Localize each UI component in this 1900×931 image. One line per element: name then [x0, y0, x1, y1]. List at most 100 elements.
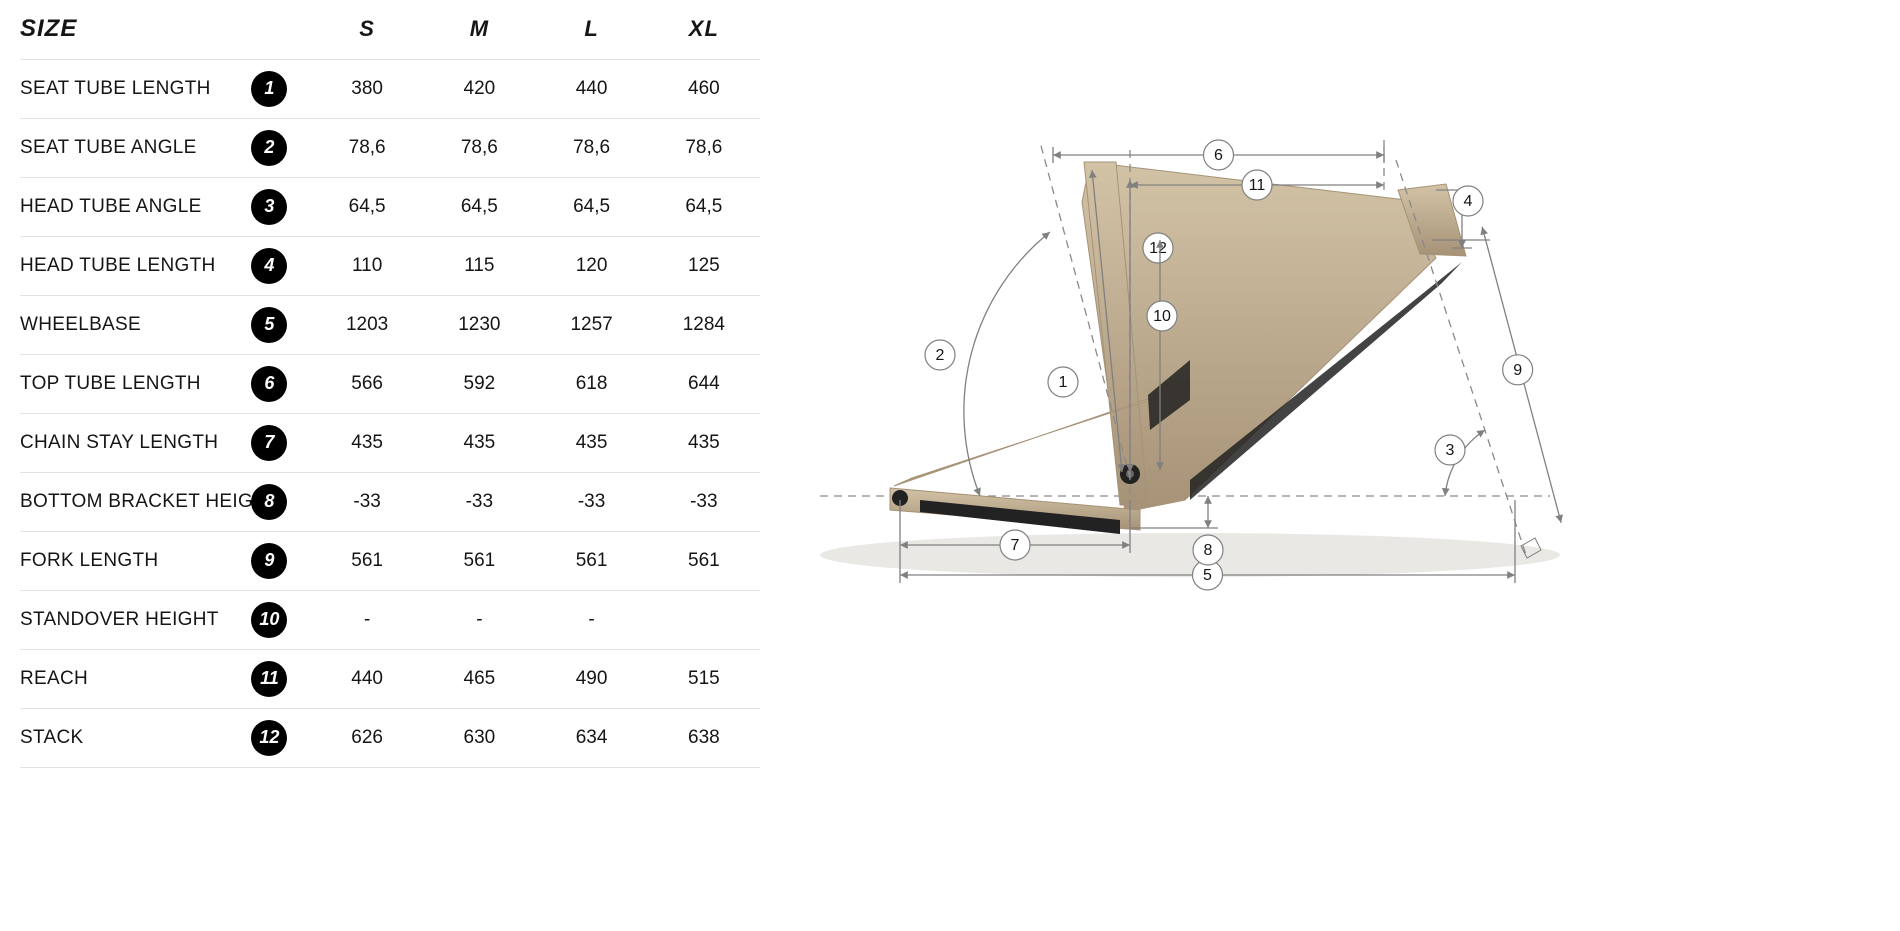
cell-value: 110: [311, 236, 423, 295]
table-row: CHAIN STAY LENGTH7435435435435: [20, 413, 760, 472]
row-label: REACH: [20, 649, 228, 708]
cell-value: -33: [311, 472, 423, 531]
row-label: HEAD TUBE ANGLE: [20, 177, 228, 236]
cell-value: 1284: [648, 295, 760, 354]
svg-text:5: 5: [1203, 567, 1212, 584]
row-label: SEAT TUBE LENGTH: [20, 59, 228, 118]
svg-text:6: 6: [1214, 147, 1223, 164]
cell-value: 465: [423, 649, 535, 708]
svg-text:8: 8: [1204, 542, 1213, 559]
cell-value: 78,6: [648, 118, 760, 177]
table-row: STACK12626630634638: [20, 708, 760, 767]
col-header: M: [423, 0, 535, 59]
row-number-badge: 10: [228, 590, 311, 649]
cell-value: 634: [535, 708, 647, 767]
table-row: HEAD TUBE ANGLE364,564,564,564,5: [20, 177, 760, 236]
row-number-badge: 3: [228, 177, 311, 236]
cell-value: 630: [423, 708, 535, 767]
table-row: WHEELBASE51203123012571284: [20, 295, 760, 354]
cell-value: 64,5: [311, 177, 423, 236]
row-label: WHEELBASE: [20, 295, 228, 354]
cell-value: 490: [535, 649, 647, 708]
cell-value: 435: [423, 413, 535, 472]
svg-text:10: 10: [1153, 308, 1171, 325]
cell-value: 115: [423, 236, 535, 295]
cell-value: 120: [535, 236, 647, 295]
cell-value: 435: [648, 413, 760, 472]
cell-value: 592: [423, 354, 535, 413]
cell-value: 618: [535, 354, 647, 413]
cell-value: 78,6: [423, 118, 535, 177]
cell-value: 125: [648, 236, 760, 295]
table-row: STANDOVER HEIGHT10---: [20, 590, 760, 649]
cell-value: 380: [311, 59, 423, 118]
table-row: REACH11440465490515: [20, 649, 760, 708]
table-row: HEAD TUBE LENGTH4110115120125: [20, 236, 760, 295]
cell-value: 561: [648, 531, 760, 590]
row-number-badge: 9: [228, 531, 311, 590]
col-header: L: [535, 0, 647, 59]
col-header: XL: [648, 0, 760, 59]
cell-value: 566: [311, 354, 423, 413]
geometry-table: SIZE S M L XL SEAT TUBE LENGTH1380420440…: [20, 0, 760, 768]
svg-text:7: 7: [1011, 537, 1020, 554]
table-row: SEAT TUBE LENGTH1380420440460: [20, 59, 760, 118]
row-number-badge: 12: [228, 708, 311, 767]
row-label: TOP TUBE LENGTH: [20, 354, 228, 413]
geometry-diagram: 576114912110823: [760, 0, 1900, 931]
row-number-badge: 6: [228, 354, 311, 413]
table-header-row: SIZE S M L XL: [20, 0, 760, 59]
cell-value: 440: [535, 59, 647, 118]
cell-value: 440: [311, 649, 423, 708]
row-label: HEAD TUBE LENGTH: [20, 236, 228, 295]
cell-value: 78,6: [535, 118, 647, 177]
cell-value: 64,5: [423, 177, 535, 236]
row-number-badge: 7: [228, 413, 311, 472]
row-number-badge: 2: [228, 118, 311, 177]
cell-value: -: [311, 590, 423, 649]
svg-text:9: 9: [1513, 362, 1522, 379]
cell-value: 435: [535, 413, 647, 472]
row-number-badge: 5: [228, 295, 311, 354]
cell-value: 64,5: [648, 177, 760, 236]
cell-value: -: [423, 590, 535, 649]
cell-value: 638: [648, 708, 760, 767]
cell-value: -33: [423, 472, 535, 531]
cell-value: 515: [648, 649, 760, 708]
cell-value: -33: [648, 472, 760, 531]
row-label: BOTTOM BRACKET HEIGHT: [20, 472, 228, 531]
table-row: TOP TUBE LENGTH6566592618644: [20, 354, 760, 413]
cell-value: 561: [311, 531, 423, 590]
table-row: BOTTOM BRACKET HEIGHT8-33-33-33-33: [20, 472, 760, 531]
svg-text:11: 11: [1249, 177, 1266, 194]
row-number-badge: 1: [228, 59, 311, 118]
row-number-badge: 11: [228, 649, 311, 708]
cell-value: 561: [423, 531, 535, 590]
row-label: FORK LENGTH: [20, 531, 228, 590]
cell-value: 435: [311, 413, 423, 472]
cell-value: 1203: [311, 295, 423, 354]
svg-text:12: 12: [1149, 240, 1167, 257]
row-number-badge: 4: [228, 236, 311, 295]
cell-value: [648, 590, 760, 649]
table-row: FORK LENGTH9561561561561: [20, 531, 760, 590]
cell-value: 460: [648, 59, 760, 118]
cell-value: 78,6: [311, 118, 423, 177]
cell-value: 626: [311, 708, 423, 767]
svg-text:4: 4: [1464, 193, 1473, 210]
cell-value: 64,5: [535, 177, 647, 236]
cell-value: -33: [535, 472, 647, 531]
geometry-table-container: SIZE S M L XL SEAT TUBE LENGTH1380420440…: [0, 0, 760, 931]
row-label: STANDOVER HEIGHT: [20, 590, 228, 649]
cell-value: 644: [648, 354, 760, 413]
cell-value: 1257: [535, 295, 647, 354]
cell-value: 420: [423, 59, 535, 118]
row-label: CHAIN STAY LENGTH: [20, 413, 228, 472]
size-header: SIZE: [20, 0, 228, 59]
col-header: S: [311, 0, 423, 59]
cell-value: 1230: [423, 295, 535, 354]
svg-text:2: 2: [936, 347, 945, 364]
cell-value: -: [535, 590, 647, 649]
table-row: SEAT TUBE ANGLE278,678,678,678,6: [20, 118, 760, 177]
row-label: STACK: [20, 708, 228, 767]
